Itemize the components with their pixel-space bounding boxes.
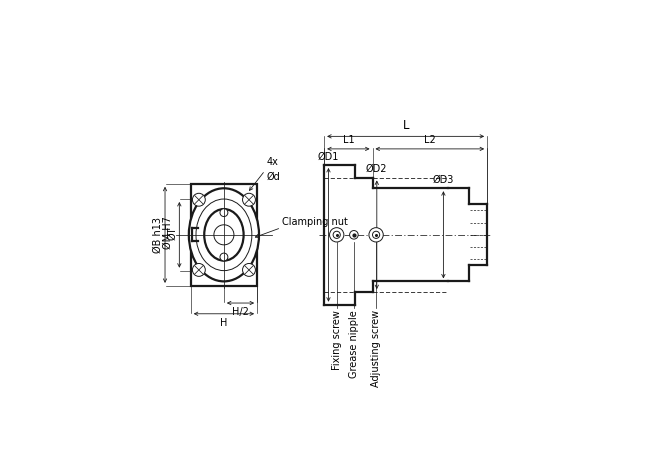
Circle shape <box>242 193 255 206</box>
Ellipse shape <box>204 209 244 260</box>
Text: ØD2: ØD2 <box>366 164 387 174</box>
Bar <box>191 184 257 286</box>
Circle shape <box>350 231 358 239</box>
Text: L2: L2 <box>424 135 436 145</box>
Circle shape <box>192 264 205 276</box>
Text: H: H <box>220 318 228 328</box>
Text: Adjusting screw: Adjusting screw <box>371 310 381 387</box>
Circle shape <box>369 228 384 242</box>
Circle shape <box>220 253 228 261</box>
Text: ØM H7: ØM H7 <box>163 217 173 249</box>
Circle shape <box>220 209 228 217</box>
Text: H/2: H/2 <box>232 307 249 317</box>
Text: Fixing screw: Fixing screw <box>332 310 342 370</box>
Circle shape <box>242 264 255 276</box>
Text: ØD1: ØD1 <box>318 152 339 161</box>
Text: L1: L1 <box>343 135 354 145</box>
Ellipse shape <box>189 188 259 281</box>
Text: Grease nipple: Grease nipple <box>349 310 359 378</box>
Text: 4x: 4x <box>267 157 279 167</box>
Text: ØD3: ØD3 <box>433 175 454 185</box>
Circle shape <box>192 193 205 206</box>
Text: Clamping nut: Clamping nut <box>282 217 348 227</box>
Text: ØB h13: ØB h13 <box>153 217 162 253</box>
Text: ØT: ØT <box>167 226 177 240</box>
Circle shape <box>330 228 344 242</box>
Text: L: L <box>402 119 409 132</box>
Text: Ød: Ød <box>267 172 281 182</box>
